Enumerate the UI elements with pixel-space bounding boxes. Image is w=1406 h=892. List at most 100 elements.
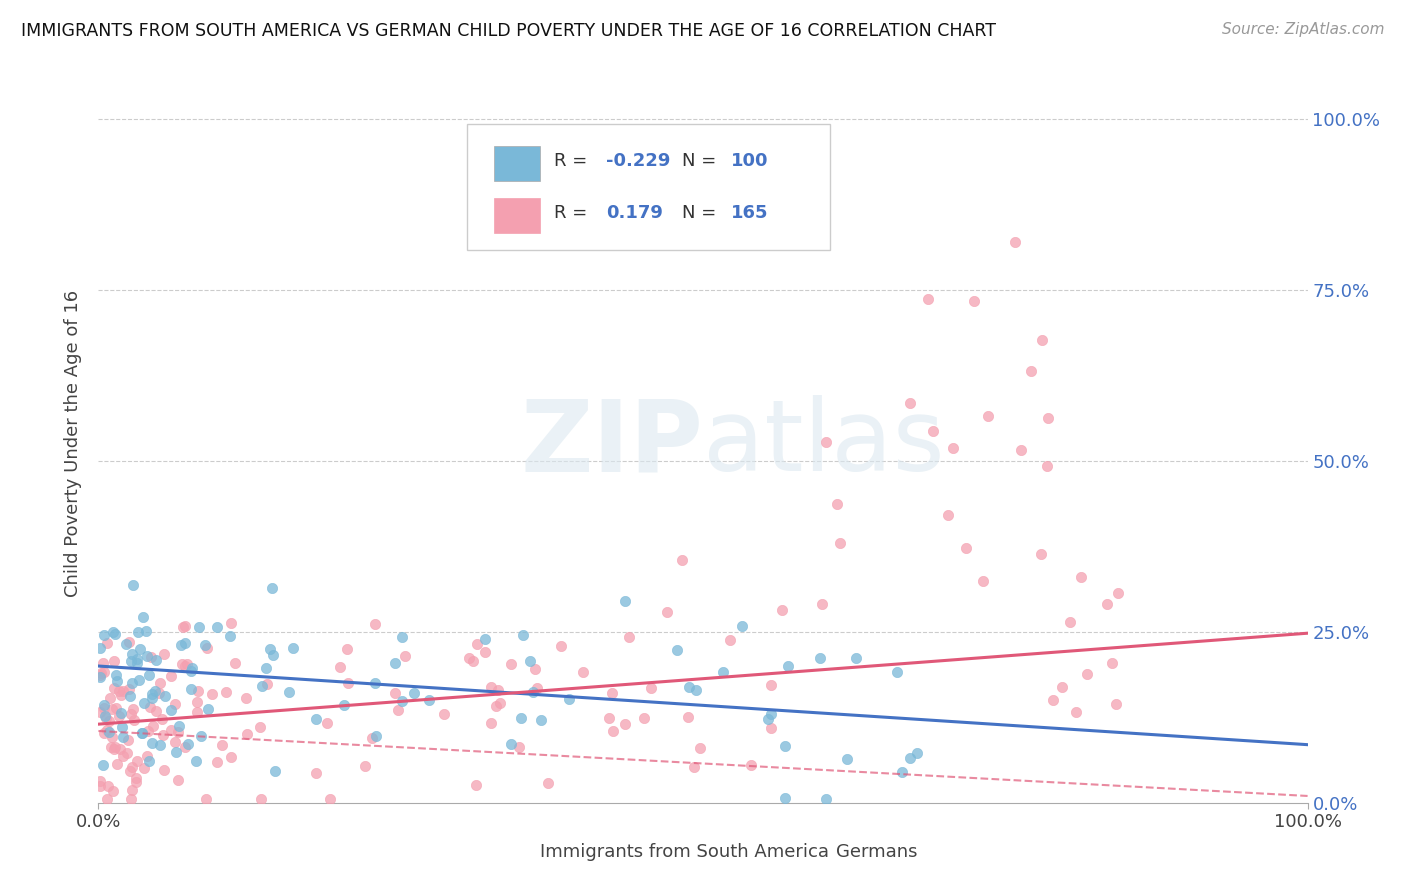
- Point: [418, 693, 440, 707]
- Point: [163, 735, 186, 749]
- Point: [134, 696, 156, 710]
- Point: [640, 681, 662, 695]
- Point: [186, 705, 208, 719]
- Point: [499, 737, 522, 751]
- Point: [236, 726, 259, 740]
- Point: [1038, 411, 1060, 425]
- Point: [165, 745, 187, 759]
- Point: [814, 792, 837, 806]
- Point: [905, 746, 928, 760]
- Point: [600, 686, 623, 700]
- Point: [474, 632, 496, 647]
- Point: [1101, 656, 1123, 670]
- Point: [107, 684, 129, 698]
- Point: [201, 687, 224, 701]
- Point: [262, 582, 284, 596]
- Point: [148, 685, 170, 699]
- Point: [195, 640, 218, 655]
- Point: [519, 654, 541, 668]
- Point: [96, 723, 118, 737]
- Point: [131, 726, 153, 740]
- Point: [394, 648, 416, 663]
- Point: [138, 754, 160, 768]
- Point: [890, 764, 912, 779]
- Point: [558, 692, 581, 706]
- Point: [187, 683, 209, 698]
- Point: [776, 659, 799, 673]
- Point: [125, 771, 148, 785]
- Point: [131, 726, 153, 740]
- FancyBboxPatch shape: [494, 146, 540, 180]
- Text: 0.179: 0.179: [606, 204, 664, 222]
- Point: [250, 679, 273, 693]
- Point: [141, 688, 163, 702]
- Text: ZIP: ZIP: [520, 395, 703, 492]
- Point: [391, 630, 413, 644]
- Point: [598, 711, 620, 725]
- Point: [104, 701, 127, 715]
- Text: Germans: Germans: [837, 843, 918, 861]
- Point: [90, 665, 112, 680]
- Point: [93, 698, 115, 713]
- Point: [112, 683, 135, 698]
- Point: [141, 690, 163, 705]
- Point: [120, 792, 142, 806]
- Point: [486, 682, 509, 697]
- Point: [107, 708, 129, 723]
- Point: [770, 603, 793, 617]
- Point: [336, 641, 359, 656]
- Point: [886, 665, 908, 680]
- Point: [100, 730, 122, 744]
- Point: [89, 773, 111, 788]
- Point: [118, 689, 141, 703]
- Point: [94, 709, 117, 723]
- FancyBboxPatch shape: [494, 198, 540, 233]
- Point: [827, 497, 849, 511]
- Point: [1070, 570, 1092, 584]
- Point: [93, 757, 115, 772]
- Point: [167, 719, 190, 733]
- Point: [364, 676, 387, 690]
- Point: [263, 764, 285, 778]
- Point: [336, 675, 359, 690]
- Point: [811, 597, 834, 611]
- Point: [485, 699, 508, 714]
- Point: [1019, 364, 1042, 378]
- Point: [1066, 705, 1088, 719]
- Point: [136, 748, 159, 763]
- Point: [814, 435, 837, 450]
- Point: [972, 574, 994, 588]
- Point: [1076, 666, 1098, 681]
- Point: [433, 707, 456, 722]
- Point: [89, 640, 111, 655]
- Point: [121, 675, 143, 690]
- Point: [93, 665, 115, 679]
- Point: [127, 652, 149, 666]
- Point: [197, 702, 219, 716]
- Text: 165: 165: [731, 204, 768, 222]
- Point: [759, 707, 782, 722]
- Point: [205, 755, 228, 769]
- Point: [465, 637, 488, 651]
- Point: [655, 605, 678, 619]
- FancyBboxPatch shape: [467, 124, 830, 250]
- Point: [180, 664, 202, 678]
- Point: [537, 776, 560, 790]
- Point: [153, 689, 176, 703]
- Point: [105, 756, 128, 771]
- Point: [142, 719, 165, 733]
- Point: [1050, 681, 1073, 695]
- Point: [354, 758, 377, 772]
- Text: IMMIGRANTS FROM SOUTH AMERICA VS GERMAN CHILD POVERTY UNDER THE AGE OF 16 CORREL: IMMIGRANTS FROM SOUTH AMERICA VS GERMAN …: [21, 22, 995, 40]
- Point: [110, 706, 132, 720]
- Point: [1042, 693, 1064, 707]
- Text: N =: N =: [682, 153, 723, 170]
- Point: [526, 681, 548, 695]
- Point: [188, 619, 211, 633]
- Point: [898, 396, 921, 410]
- Point: [211, 738, 233, 752]
- Point: [773, 739, 796, 753]
- Point: [402, 686, 425, 700]
- Point: [194, 792, 217, 806]
- Point: [180, 682, 202, 697]
